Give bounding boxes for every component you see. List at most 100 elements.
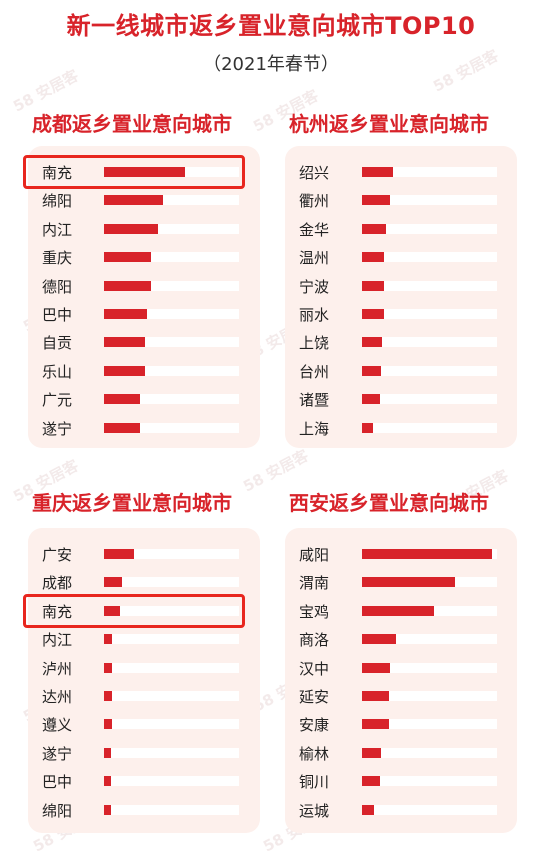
bar-label: 绵阳 — [42, 801, 73, 820]
bar — [104, 252, 151, 263]
bar-track — [362, 747, 497, 758]
bar — [362, 719, 389, 730]
bar — [362, 804, 374, 815]
bar — [104, 691, 112, 701]
bar — [362, 252, 384, 263]
bar-track — [104, 719, 239, 730]
bar — [104, 549, 134, 559]
bar — [362, 195, 390, 206]
bar-label: 广元 — [42, 391, 73, 410]
bar-track — [362, 365, 497, 376]
bar-label: 遂宁 — [42, 744, 73, 763]
bar-label: 宁波 — [299, 277, 330, 296]
bar-track — [104, 549, 239, 559]
bar-track — [362, 223, 497, 234]
bar-label: 达州 — [42, 688, 73, 706]
highlight-box — [23, 593, 245, 628]
bar — [362, 662, 390, 673]
bar — [362, 280, 384, 291]
bar — [104, 747, 111, 758]
bar — [104, 167, 185, 177]
highlight-box — [23, 155, 245, 189]
bar-label: 渭南 — [299, 574, 330, 593]
bar-track — [104, 223, 239, 234]
bar-track — [104, 422, 239, 433]
bar-track — [104, 634, 239, 645]
bar-label: 南充 — [42, 602, 73, 621]
bar-track — [104, 662, 239, 673]
bar — [104, 365, 145, 376]
panel-title: 西安返乡置业意向城市 — [289, 491, 489, 515]
bar-label: 重庆 — [42, 249, 73, 268]
bar-track — [104, 309, 239, 319]
bar — [362, 309, 384, 319]
bar — [104, 394, 140, 405]
bar-label: 商洛 — [299, 631, 330, 650]
bar-label: 丽水 — [299, 306, 330, 324]
bar-label: 宝鸡 — [299, 602, 330, 621]
bar-track — [362, 394, 497, 405]
bar-track — [104, 252, 239, 263]
bar — [104, 605, 120, 616]
bar — [362, 691, 389, 701]
bar-track — [362, 252, 497, 263]
bar-track — [362, 691, 497, 701]
bar — [362, 365, 381, 376]
page-title: 新一线城市返乡置业意向城市TOP10 — [66, 12, 476, 40]
bar-label: 榆林 — [299, 744, 330, 763]
bar-track — [362, 549, 497, 559]
bar-track — [104, 691, 239, 701]
panel-title: 成都返乡置业意向城市 — [32, 112, 232, 136]
bar-label: 巴中 — [42, 306, 73, 324]
bar-track — [362, 719, 497, 730]
bar — [104, 422, 140, 433]
bar-label: 运城 — [299, 801, 330, 820]
bar — [362, 394, 380, 405]
bar-track — [362, 804, 497, 815]
bar — [104, 195, 163, 206]
bar-label: 咸阳 — [299, 546, 330, 564]
bar — [104, 280, 151, 291]
panel-title: 重庆返乡置业意向城市 — [32, 491, 232, 515]
bar-label: 巴中 — [42, 773, 73, 792]
bar — [104, 719, 112, 730]
bar-track — [362, 634, 497, 645]
bar — [104, 577, 122, 588]
bar-track — [104, 804, 239, 815]
bar-label: 延安 — [299, 688, 330, 706]
bar-track — [362, 605, 497, 616]
bar — [362, 422, 373, 433]
bar-track — [104, 365, 239, 376]
bar-track — [104, 337, 239, 348]
bar-label: 上饶 — [299, 334, 330, 353]
bar-label: 内江 — [42, 220, 73, 239]
panel-title: 杭州返乡置业意向城市 — [289, 112, 489, 136]
bar — [104, 804, 111, 815]
bar-label: 绍兴 — [299, 164, 330, 182]
bar-track — [104, 167, 239, 177]
bar-track — [362, 309, 497, 319]
bar-track — [104, 747, 239, 758]
bar-label: 绵阳 — [42, 192, 73, 211]
bar-label: 泸州 — [42, 659, 73, 678]
bar-label: 自贡 — [42, 334, 73, 353]
bar-track — [362, 337, 497, 348]
bar — [104, 337, 145, 348]
bar — [104, 662, 112, 673]
bar — [362, 167, 393, 177]
bar-label: 安康 — [299, 716, 330, 735]
bar — [362, 549, 492, 559]
bar-track — [362, 422, 497, 433]
bar-label: 温州 — [299, 249, 330, 268]
bar-label: 广安 — [42, 546, 73, 564]
bar-label: 汉中 — [299, 659, 330, 678]
bar-track — [362, 167, 497, 177]
bar-label: 衢州 — [299, 192, 330, 211]
bar-label: 金华 — [299, 220, 330, 239]
bar — [104, 634, 112, 645]
bar — [362, 776, 380, 787]
bar-track — [104, 776, 239, 787]
bar-track — [362, 776, 497, 787]
bar-track — [104, 280, 239, 291]
bar-label: 遂宁 — [42, 419, 73, 438]
